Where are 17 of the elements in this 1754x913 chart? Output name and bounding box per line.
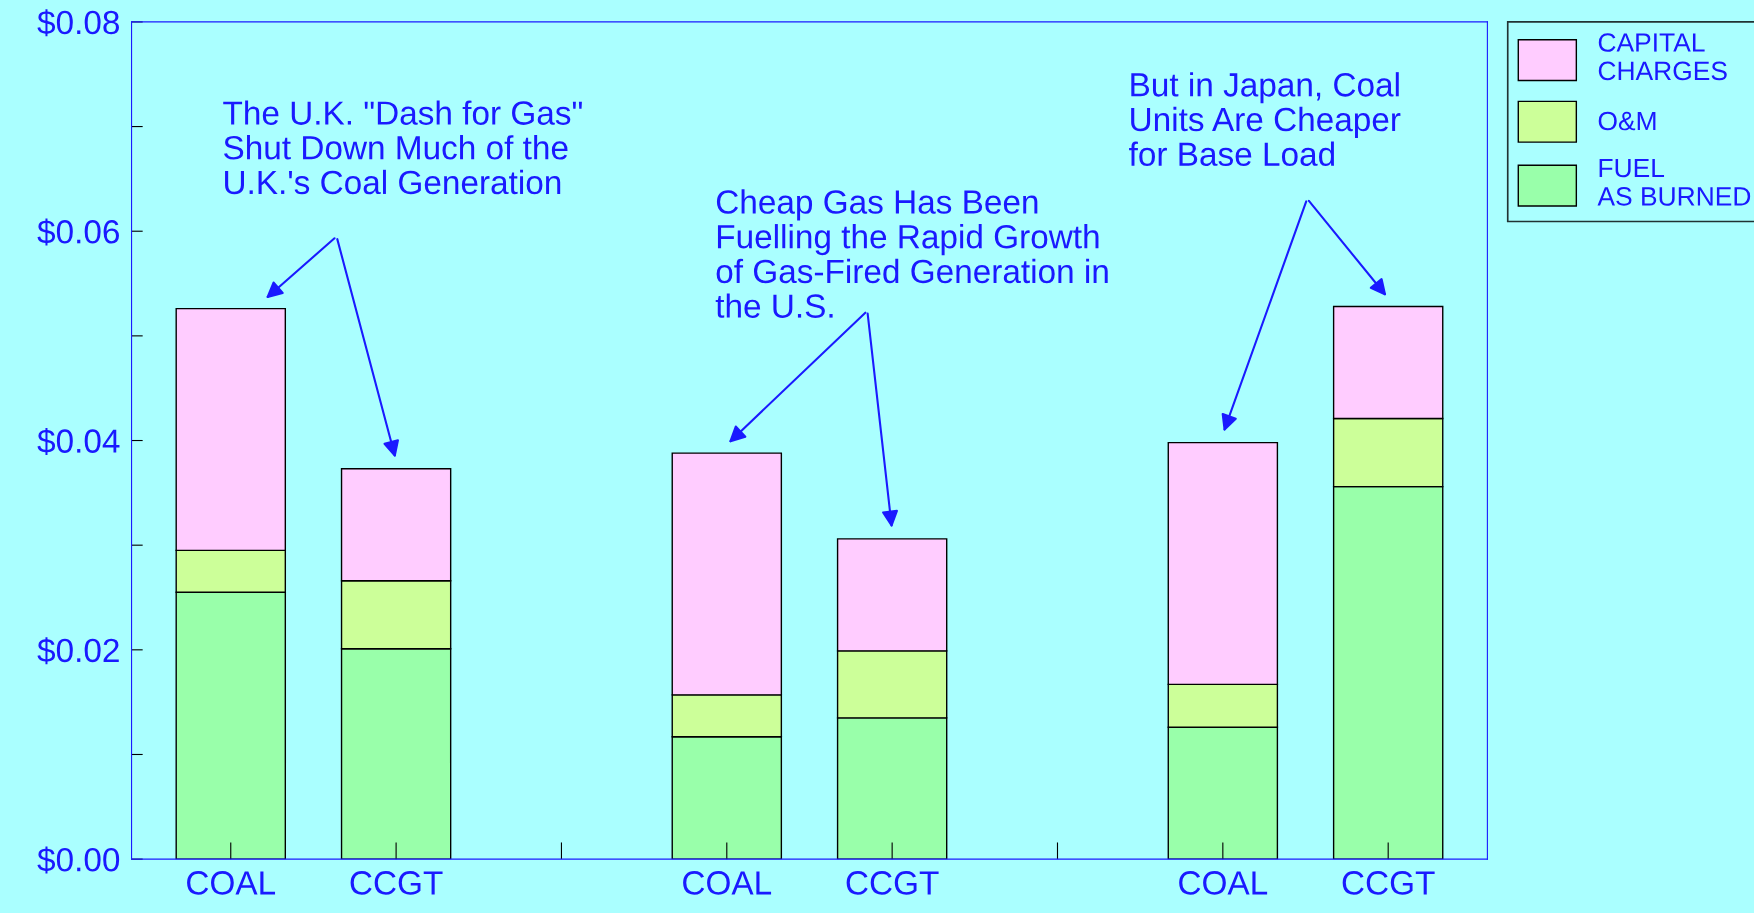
legend-label: CAPITAL CHARGES xyxy=(1598,33,1727,81)
x-tick-label: CCGT xyxy=(1342,871,1435,895)
y-tick-label: $0.06 xyxy=(37,218,119,246)
y-tick-label: $0.04 xyxy=(37,427,120,455)
y-tick-label: $0.02 xyxy=(37,637,119,665)
x-tick-label: COAL xyxy=(1179,871,1268,895)
y-tick-label: $0.00 xyxy=(37,846,120,874)
annotation: The U.K. "Dash for Gas" Shut Down Much of the U.K.'s Coal Generation xyxy=(223,100,582,195)
x-tick-label: CCGT xyxy=(350,871,443,895)
legend-label: FUEL AS BURNED xyxy=(1597,158,1751,206)
annotation: But in Japan, Coal Units Are Cheaper for Base Load xyxy=(1129,72,1401,167)
x-tick-label: COAL xyxy=(187,871,276,895)
x-tick-label: CCGT xyxy=(846,871,939,895)
legend-label: O&M xyxy=(1598,111,1656,131)
x-tick-label: COAL xyxy=(683,871,772,895)
annotation: Cheap Gas Has Been Fuelling the Rapid Growth of Gas-Fired Generation in the U.S. xyxy=(715,189,1108,318)
y-tick-label: $0.08 xyxy=(37,9,119,37)
